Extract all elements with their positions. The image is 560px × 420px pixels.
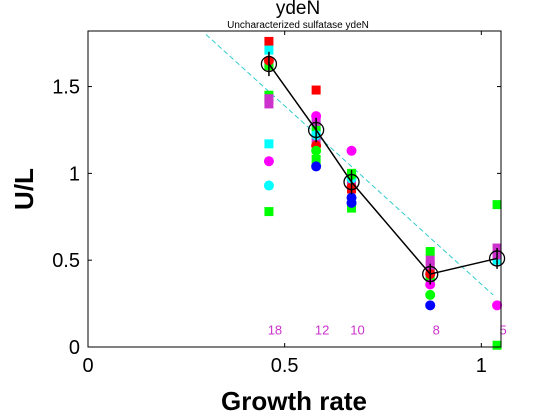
x-tick-label: 1 bbox=[476, 355, 487, 377]
x-tick-label: 0.5 bbox=[271, 355, 299, 377]
sample-square-point bbox=[425, 255, 435, 265]
y-tick-label: 1 bbox=[69, 163, 80, 185]
mean-series-group bbox=[260, 51, 506, 285]
sample-circle-point bbox=[425, 289, 436, 300]
sample-count-label: 10 bbox=[350, 323, 364, 338]
y-axis-label: U/L bbox=[9, 168, 39, 210]
sample-square-point bbox=[264, 45, 274, 55]
sample-circle-point bbox=[263, 156, 274, 167]
sample-square-point bbox=[264, 207, 274, 217]
mean-point bbox=[488, 250, 506, 267]
y-tick-label: 0.5 bbox=[52, 250, 80, 272]
trend-line-group bbox=[205, 34, 494, 296]
sample-circle-point bbox=[346, 197, 357, 208]
sample-circle-point bbox=[263, 180, 274, 191]
sample-circle-point bbox=[346, 145, 357, 156]
sample-square-point bbox=[264, 99, 274, 109]
sample-count-label: 12 bbox=[315, 323, 329, 338]
sample-square-point bbox=[311, 85, 321, 95]
sample-circle-point bbox=[311, 161, 322, 172]
sample-square-point bbox=[347, 203, 357, 213]
sample-square-point bbox=[492, 200, 502, 210]
chart-title: ydeN bbox=[276, 0, 320, 19]
x-tick-label: 0 bbox=[82, 355, 93, 377]
mean-point bbox=[260, 55, 278, 73]
sample-count-label: 18 bbox=[268, 323, 282, 338]
count-labels-group: 18 12 10 8 5 bbox=[268, 323, 507, 338]
mean-point bbox=[307, 121, 325, 139]
mean-point bbox=[343, 173, 360, 191]
sample-square-point bbox=[311, 154, 321, 164]
plot-area bbox=[88, 31, 501, 347]
sample-count-label: 5 bbox=[499, 323, 506, 338]
sample-count-label: 8 bbox=[433, 323, 440, 338]
y-tick-label: 1.5 bbox=[52, 77, 80, 99]
x-axis-label: Growth rate bbox=[221, 386, 367, 416]
sample-circle-point bbox=[425, 300, 436, 311]
plot-frame bbox=[87, 30, 502, 348]
y-tick-label: 0 bbox=[69, 337, 80, 359]
sample-square-point bbox=[264, 139, 274, 149]
mean-point bbox=[422, 265, 439, 283]
sample-square-point bbox=[425, 247, 435, 257]
sample-circle-point bbox=[311, 145, 322, 156]
axis-ticks: 0 0.5 100.511.5 bbox=[52, 31, 501, 377]
sample-circle-point bbox=[492, 300, 503, 311]
sample-square-point bbox=[492, 340, 502, 350]
chart-subtitle: Uncharacterized sulfatase ydeN bbox=[227, 20, 369, 31]
sample-circle-point bbox=[311, 111, 322, 122]
sample-square-point bbox=[264, 36, 274, 46]
trend-line bbox=[205, 34, 494, 296]
sample-square-point bbox=[264, 94, 274, 104]
